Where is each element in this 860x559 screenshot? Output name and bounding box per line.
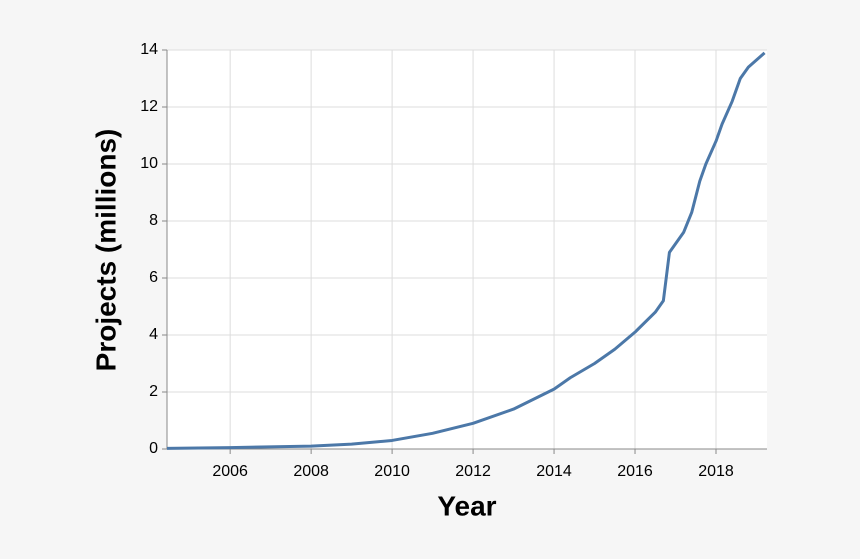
y-axis-label: Projects (millions) [90,129,121,372]
y-tick-label: 12 [140,98,158,115]
x-tick-label: 2006 [212,463,248,480]
x-tick-label: 2016 [617,463,653,480]
y-tick-label: 14 [140,41,158,58]
x-tick-label: 2018 [698,463,734,480]
y-tick-label: 4 [149,326,158,343]
x-tick-label: 2012 [455,463,491,480]
data-line [166,51,766,450]
x-axis-label: Year [437,490,496,521]
plot-area [167,50,767,449]
y-tick-label: 0 [149,440,158,457]
x-tick-label: 2014 [536,463,572,480]
x-tick-label: 2010 [374,463,410,480]
y-tick-label: 6 [149,269,158,286]
y-tick-label: 2 [149,383,158,400]
x-tick-label: 2008 [293,463,329,480]
y-tick-label: 10 [140,155,158,172]
y-tick-label: 8 [149,212,158,229]
